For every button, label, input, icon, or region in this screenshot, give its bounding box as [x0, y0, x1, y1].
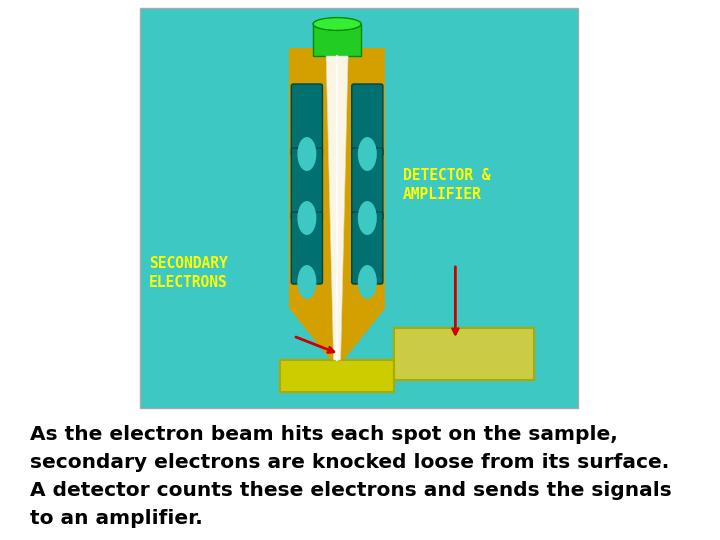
- Ellipse shape: [358, 201, 377, 235]
- FancyBboxPatch shape: [292, 84, 323, 156]
- Bar: [140, 8, 578, 408]
- FancyBboxPatch shape: [352, 84, 383, 156]
- Ellipse shape: [297, 201, 316, 235]
- Text: to an amplifier.: to an amplifier.: [30, 509, 203, 528]
- Text: secondary electrons are knocked loose from its surface.: secondary electrons are knocked loose fr…: [30, 453, 670, 472]
- Bar: [280, 360, 394, 392]
- FancyBboxPatch shape: [292, 148, 323, 220]
- Polygon shape: [289, 308, 385, 360]
- Bar: [289, 48, 385, 308]
- Ellipse shape: [297, 265, 316, 299]
- Ellipse shape: [297, 137, 316, 171]
- Ellipse shape: [313, 18, 361, 30]
- Ellipse shape: [358, 137, 377, 171]
- FancyBboxPatch shape: [352, 148, 383, 220]
- FancyBboxPatch shape: [292, 212, 323, 284]
- Bar: [394, 328, 534, 380]
- Bar: [313, 24, 361, 56]
- Text: A detector counts these electrons and sends the signals: A detector counts these electrons and se…: [30, 481, 672, 500]
- FancyBboxPatch shape: [352, 212, 383, 284]
- Text: DETECTOR &
AMPLIFIER: DETECTOR & AMPLIFIER: [402, 168, 490, 201]
- Ellipse shape: [358, 265, 377, 299]
- Text: As the electron beam hits each spot on the sample,: As the electron beam hits each spot on t…: [30, 425, 618, 444]
- Text: SECONDARY
ELECTRONS: SECONDARY ELECTRONS: [149, 256, 228, 289]
- Polygon shape: [326, 56, 348, 360]
